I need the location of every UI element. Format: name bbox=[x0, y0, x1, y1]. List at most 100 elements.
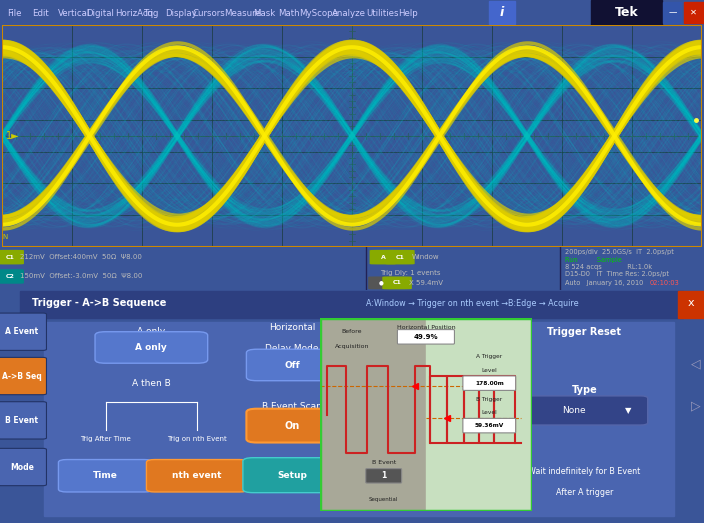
Text: Window: Window bbox=[412, 254, 439, 260]
Text: Setup: Setup bbox=[277, 471, 307, 480]
FancyBboxPatch shape bbox=[58, 460, 153, 492]
Text: Mask: Mask bbox=[253, 8, 276, 18]
Text: A->B Seq: A->B Seq bbox=[2, 371, 42, 381]
FancyBboxPatch shape bbox=[146, 460, 248, 492]
Text: C1: C1 bbox=[393, 280, 401, 286]
FancyBboxPatch shape bbox=[385, 250, 415, 265]
Text: On: On bbox=[284, 420, 300, 431]
Text: Trig: Trig bbox=[144, 8, 160, 18]
Text: A Trigger: A Trigger bbox=[476, 354, 503, 359]
Text: Wait indefinitely for B Event: Wait indefinitely for B Event bbox=[528, 467, 641, 476]
Text: MyScope: MyScope bbox=[299, 8, 338, 18]
Text: 1►: 1► bbox=[6, 131, 19, 141]
Text: ●: ● bbox=[379, 280, 383, 286]
Text: ▼: ▼ bbox=[625, 406, 632, 415]
FancyBboxPatch shape bbox=[0, 250, 24, 265]
FancyBboxPatch shape bbox=[397, 329, 455, 344]
Bar bbox=[20, 291, 683, 318]
Text: Math: Math bbox=[278, 8, 300, 18]
Text: nth event: nth event bbox=[172, 471, 222, 481]
Bar bbox=[2, 25, 702, 247]
Text: C1: C1 bbox=[6, 255, 14, 259]
Text: Trig Dly: 1 events: Trig Dly: 1 events bbox=[380, 270, 441, 277]
Text: 8 524 acqs            RL:1.0k: 8 524 acqs RL:1.0k bbox=[565, 264, 653, 270]
FancyBboxPatch shape bbox=[246, 408, 338, 442]
Text: Trig on nth Event: Trig on nth Event bbox=[168, 436, 227, 442]
Text: Display: Display bbox=[165, 8, 196, 18]
FancyBboxPatch shape bbox=[0, 313, 46, 350]
Text: 212mV  Offset:400mV  50Ω  Ψ8.00: 212mV Offset:400mV 50Ω Ψ8.00 bbox=[20, 254, 142, 260]
Text: Acquisition: Acquisition bbox=[334, 345, 370, 349]
FancyBboxPatch shape bbox=[463, 418, 516, 433]
Text: 49.9%: 49.9% bbox=[414, 334, 438, 340]
FancyBboxPatch shape bbox=[243, 458, 341, 493]
Text: A:Window → Trigger on nth event →B:Edge → Acquire: A:Window → Trigger on nth event →B:Edge … bbox=[366, 299, 579, 308]
Text: Edit: Edit bbox=[32, 8, 49, 18]
Text: 59.36mV: 59.36mV bbox=[474, 423, 504, 428]
Text: Type: Type bbox=[572, 385, 597, 395]
FancyBboxPatch shape bbox=[0, 357, 46, 395]
Text: Help: Help bbox=[398, 8, 417, 18]
Text: Cursors: Cursors bbox=[193, 8, 226, 18]
Bar bbox=[489, 1, 515, 24]
Text: N: N bbox=[2, 234, 7, 241]
Bar bbox=[678, 291, 704, 318]
FancyBboxPatch shape bbox=[370, 250, 396, 265]
Text: Level: Level bbox=[482, 368, 497, 372]
Text: x: x bbox=[687, 298, 694, 308]
Text: Before: Before bbox=[341, 329, 363, 334]
Text: C1: C1 bbox=[396, 255, 404, 259]
Text: After A trigger: After A trigger bbox=[555, 488, 613, 497]
Bar bbox=[426, 318, 532, 511]
Bar bbox=[320, 318, 426, 511]
Text: Digital: Digital bbox=[86, 8, 114, 18]
Text: Delay Mode: Delay Mode bbox=[265, 344, 319, 353]
Text: B Event: B Event bbox=[372, 460, 396, 465]
Bar bbox=[663, 2, 681, 23]
Text: Tek: Tek bbox=[615, 6, 639, 19]
Text: Trigger Reset: Trigger Reset bbox=[547, 327, 622, 337]
Text: Trig After Time: Trig After Time bbox=[80, 436, 131, 442]
Text: None: None bbox=[562, 406, 586, 415]
Text: ◁: ◁ bbox=[691, 358, 700, 371]
Text: Trigger - A->B Sequence: Trigger - A->B Sequence bbox=[32, 298, 166, 308]
FancyBboxPatch shape bbox=[368, 277, 394, 289]
FancyBboxPatch shape bbox=[0, 269, 24, 284]
Text: Time: Time bbox=[93, 471, 118, 481]
Bar bbox=[591, 0, 662, 25]
Text: A then B: A then B bbox=[132, 379, 171, 388]
Text: 200ps/div  25.0GS/s  IT  2.0ps/pt: 200ps/div 25.0GS/s IT 2.0ps/pt bbox=[565, 249, 674, 255]
Text: Horizontal: Horizontal bbox=[269, 323, 315, 332]
Text: Auto   January 16, 2010: Auto January 16, 2010 bbox=[565, 280, 650, 286]
FancyBboxPatch shape bbox=[366, 469, 401, 483]
Text: Analyze: Analyze bbox=[332, 8, 366, 18]
FancyBboxPatch shape bbox=[463, 376, 516, 390]
Text: Vertical: Vertical bbox=[58, 8, 90, 18]
Text: Measure: Measure bbox=[224, 8, 260, 18]
FancyBboxPatch shape bbox=[0, 448, 46, 486]
Text: B Event Scan: B Event Scan bbox=[262, 402, 322, 411]
Text: A Event: A Event bbox=[5, 327, 39, 336]
Text: C2: C2 bbox=[6, 274, 14, 279]
Bar bbox=[44, 322, 674, 516]
Text: HorizAcq: HorizAcq bbox=[115, 8, 153, 18]
Text: Utilities: Utilities bbox=[366, 8, 398, 18]
FancyBboxPatch shape bbox=[524, 396, 648, 425]
Text: Mode: Mode bbox=[10, 462, 34, 472]
Text: Sequential: Sequential bbox=[369, 497, 398, 502]
Text: File: File bbox=[7, 8, 22, 18]
Text: 178.00m: 178.00m bbox=[475, 381, 503, 386]
FancyBboxPatch shape bbox=[382, 277, 412, 289]
Text: ✕: ✕ bbox=[690, 8, 697, 17]
Text: Level: Level bbox=[482, 410, 497, 415]
Text: 150mV  Offset:-3.0mV  50Ω  Ψ8.00: 150mV Offset:-3.0mV 50Ω Ψ8.00 bbox=[20, 274, 142, 279]
Text: A only: A only bbox=[135, 343, 168, 352]
Text: Run         Sample: Run Sample bbox=[565, 257, 622, 263]
Text: X 59.4mV: X 59.4mV bbox=[409, 280, 443, 286]
Text: A: A bbox=[381, 255, 385, 259]
Text: A only: A only bbox=[137, 327, 165, 336]
Text: D15-D0   IT  Time Res: 2.0ps/pt: D15-D0 IT Time Res: 2.0ps/pt bbox=[565, 271, 670, 277]
Text: 02:10:03: 02:10:03 bbox=[650, 280, 679, 286]
Bar bbox=[684, 2, 704, 23]
Text: —: — bbox=[668, 8, 677, 17]
